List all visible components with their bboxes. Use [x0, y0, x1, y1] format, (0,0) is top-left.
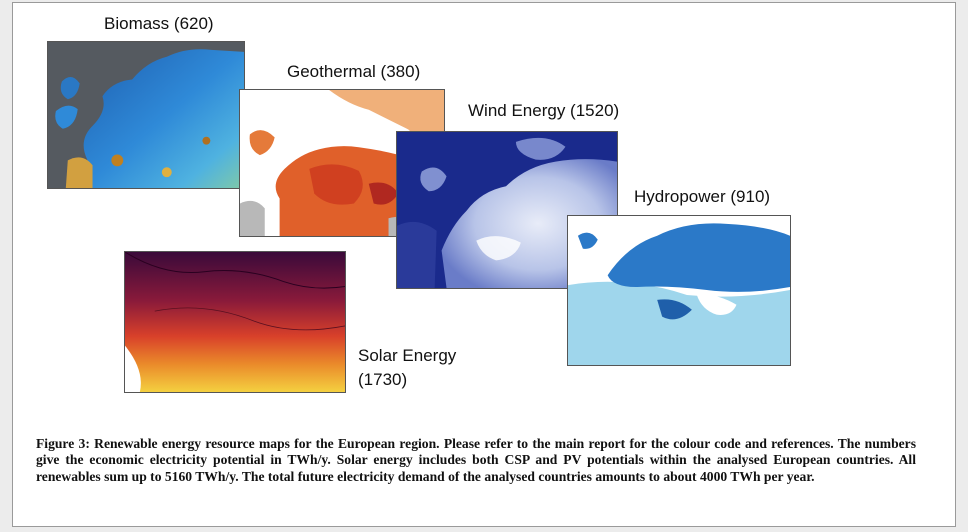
- biomass-map: [47, 41, 245, 189]
- solar-map: [124, 251, 346, 393]
- solar-label-line2: (1730): [358, 370, 408, 389]
- geothermal-label: Geothermal (380): [287, 62, 421, 81]
- hydropower-map: [567, 215, 791, 366]
- biomass-label: Biomass (620): [104, 14, 214, 33]
- wind-label: Wind Energy (1520): [468, 101, 620, 120]
- hydropower-label: Hydropower (910): [634, 187, 771, 206]
- solar-label-line1: Solar Energy: [358, 346, 457, 365]
- figure-caption: Figure 3: Renewable energy resource maps…: [36, 436, 916, 484]
